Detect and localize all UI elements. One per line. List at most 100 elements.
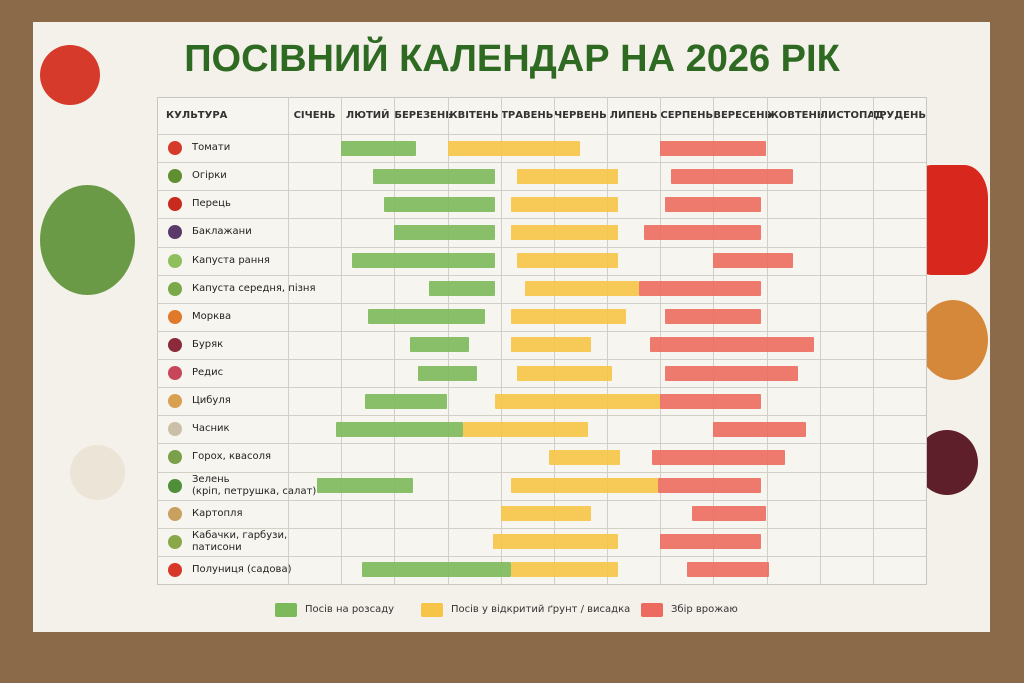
crop-label: Баклажани: [192, 226, 252, 238]
bar: [660, 140, 767, 156]
bar: [657, 478, 762, 494]
row-line: [158, 555, 926, 557]
bar: [351, 253, 496, 269]
row-line: [158, 359, 926, 360]
onion-decor: [918, 300, 988, 380]
month-header: ЧЕРВЕНЬ: [554, 110, 607, 121]
crop-label: Капуста середня, пізня: [192, 282, 316, 294]
crop-icon: [168, 506, 182, 521]
crop-icon: [168, 337, 182, 352]
crop-label: Кабачки, гарбузи, патисони: [192, 529, 288, 553]
crop-icon: [168, 309, 182, 324]
row-line: [158, 218, 926, 220]
column-line: [872, 98, 874, 584]
crop-label: Картопля: [192, 507, 243, 519]
crop-icon: [168, 225, 182, 240]
crop-label: Редис: [192, 367, 224, 379]
row-line: [158, 415, 926, 417]
bar: [638, 281, 762, 297]
tomato-decor: [40, 45, 100, 105]
row-line: [158, 443, 926, 445]
column-line: [500, 98, 502, 584]
bar: [516, 253, 618, 269]
month-header: СІЧЕНЬ: [293, 110, 336, 121]
row-line: [158, 302, 926, 304]
crop-icon: [168, 478, 182, 493]
month-header: ЛИСТОПАД: [819, 110, 885, 121]
column-line: [394, 98, 396, 584]
bar: [670, 168, 794, 184]
bar: [394, 224, 496, 240]
bar: [516, 365, 613, 381]
bar: [652, 449, 786, 465]
row-line: [158, 246, 926, 248]
bar: [500, 506, 592, 522]
bar: [463, 421, 589, 437]
bar: [317, 478, 413, 494]
bar: [365, 393, 448, 409]
month-header: БЕРЕЗЕНЬ: [394, 110, 453, 121]
crop-label: Огірки: [192, 170, 227, 182]
crop-icon: [168, 281, 182, 296]
crop-icon: [168, 394, 182, 409]
column-line: [607, 98, 608, 584]
crop-icon: [168, 562, 182, 577]
column-line: [341, 98, 343, 584]
column-line: [819, 98, 821, 584]
legend-label: Посів на розсаду: [305, 604, 395, 615]
legend-swatch: [641, 603, 663, 617]
bar: [367, 309, 485, 325]
row-line: [158, 274, 926, 276]
bar: [492, 534, 618, 550]
month-header: ЛЮТИЙ: [345, 110, 390, 121]
bar: [713, 253, 794, 269]
month-header: ТРАВЕНЬ: [501, 110, 554, 121]
crop-label: Томати: [192, 142, 231, 154]
row-line: [158, 387, 926, 389]
column-line: [288, 98, 289, 584]
crop-label: Буряк: [192, 338, 224, 350]
bar: [660, 393, 762, 409]
legend-swatch: [275, 603, 297, 617]
month-header: ЖОВТЕНЬ: [766, 110, 825, 121]
bar: [428, 281, 496, 297]
crop-label: Перець: [192, 198, 231, 210]
crop-icon: [168, 197, 182, 212]
row-line: [158, 471, 926, 473]
crop-label: Зелень (кріп, петрушка, салат): [192, 473, 317, 497]
row-line: [158, 134, 926, 135]
crop-label: Цибуля: [192, 395, 231, 407]
bar: [713, 421, 807, 437]
crop-label: Полуниця (садова): [192, 563, 292, 575]
bar: [548, 449, 621, 465]
crop-label: Часник: [192, 423, 230, 435]
bar: [511, 224, 618, 240]
row-line: [158, 330, 926, 332]
bar: [660, 534, 762, 550]
bar: [649, 337, 815, 353]
bar: [665, 365, 799, 381]
crop-label: Капуста рання: [192, 254, 270, 266]
bar: [511, 337, 592, 353]
chart-title: ПОСІВНИЙ КАЛЕНДАР НА 2026 РІК: [184, 38, 840, 80]
crop-icon: [168, 534, 182, 549]
calendar-table: КУЛЬТУРА СІЧЕНЬ ЛЮТИЙ БЕРЕЗЕНЬ КВІТЕНЬ ТРАВЕН…: [157, 97, 927, 585]
crop-icon: [168, 422, 182, 437]
bar: [511, 478, 658, 494]
bar: [692, 506, 767, 522]
garlic-decor: [70, 445, 125, 500]
month-header: ЛИПЕНЬ: [609, 110, 658, 121]
legend-label: Посів у відкритий ґрунт / висадка: [451, 604, 631, 615]
bar: [511, 309, 626, 325]
crop-icon: [168, 141, 182, 156]
legend-label: Збір врожаю: [671, 604, 738, 615]
bar: [418, 365, 477, 381]
row-line: [158, 190, 926, 192]
crop-label: Морква: [192, 310, 232, 322]
row-line: [158, 527, 926, 529]
bar: [516, 168, 618, 184]
bar: [665, 309, 762, 325]
crop-icon: [168, 366, 182, 381]
bar: [644, 224, 762, 240]
